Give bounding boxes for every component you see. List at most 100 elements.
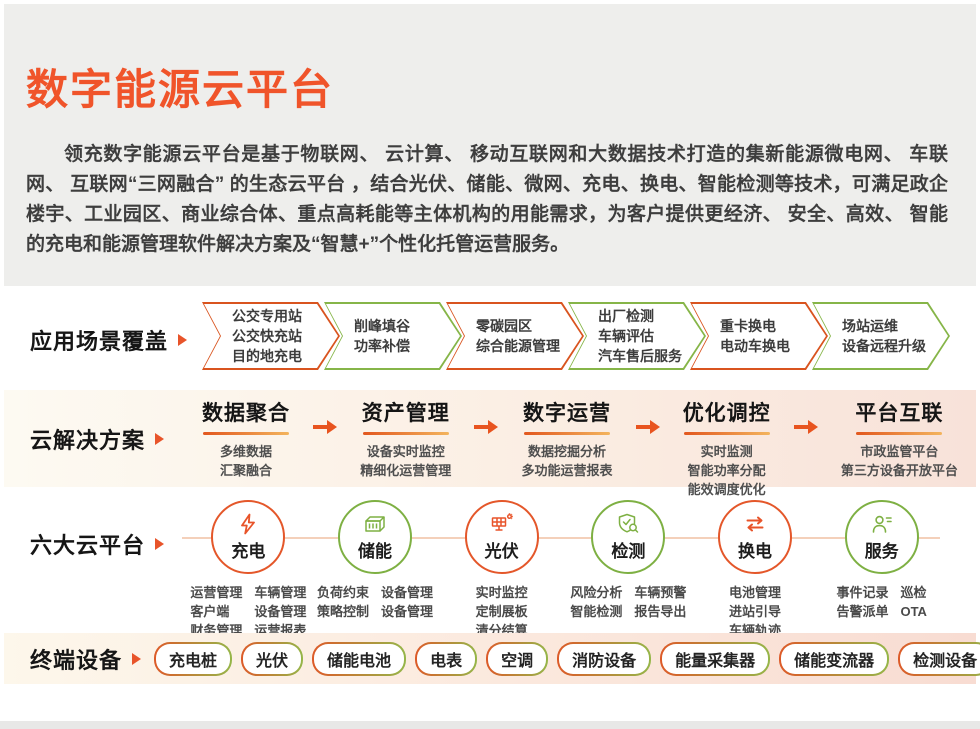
solution-step-line: 数据挖掘分析 [527, 444, 606, 459]
solution-step-line: 智能功率分配 [687, 463, 766, 478]
solution-step-line: 市政监管平台 [860, 444, 939, 459]
scenario-chevron: 重卡换电 电动车换电 [690, 302, 828, 370]
header-block [4, 4, 976, 286]
page-title: 数字能源云平台 [26, 66, 335, 113]
right-arrow-icon [635, 420, 660, 434]
bottom-divider [0, 721, 980, 729]
solution-step-line: 精细化运营管理 [360, 463, 452, 478]
scenario-line: 车辆评估 [598, 328, 654, 344]
platform-feature: 进站引导 [729, 604, 782, 619]
platform-feature: 报告导出 [634, 604, 687, 619]
scenario-line: 公交专用站 [232, 308, 302, 324]
step-underline [683, 432, 770, 435]
platform-feature: 车辆预警 [634, 585, 687, 600]
solution-step-title: 平台互联 [855, 402, 944, 425]
platform-pv: 光伏 实时监控 定制展板 清分结算 [438, 500, 565, 659]
platform-circle: 换电 [718, 500, 793, 574]
scenario-chevron-row: 公交专用站 公交快充站 目的地充电 削峰填谷 功率补偿 零碳园区 综合能源管理 … [202, 302, 950, 370]
platform-storage: 储能 负荷约束 策略控制 设备管理 设备管理 [312, 500, 439, 659]
scenario-line: 综合能源管理 [476, 338, 560, 354]
section-arrow-icon [155, 538, 165, 550]
scenarios-label-text: 应用场景覆盖 [30, 329, 169, 354]
solution-step-title: 资产管理 [361, 402, 450, 425]
right-arrow-icon [474, 420, 499, 434]
chevron-body [326, 304, 460, 368]
solution-step: 数字运营 数据挖掘分析 多功能运营报表 [521, 397, 612, 480]
solution-step-line: 多维数据 [219, 444, 272, 459]
platform-circle: 检测 [591, 500, 666, 574]
platform-feature: 巡检 [900, 585, 927, 600]
step-underline [523, 432, 610, 435]
platform-feature: 定制展板 [475, 604, 528, 619]
scenario-line: 重卡换电 [720, 318, 776, 334]
solution-step-line: 实时监测 [700, 444, 753, 459]
step-underline [203, 432, 289, 435]
scenario-chevron: 削峰填谷 功率补偿 [324, 302, 462, 370]
scenario-line: 场站运维 [842, 318, 898, 334]
scenario-line: 出厂检测 [598, 308, 654, 324]
device-pill: 消防设备 [557, 642, 651, 676]
device-pill: 检测设备 [898, 642, 980, 676]
scenario-chevron: 零碳园区 综合能源管理 [446, 302, 584, 370]
scenario-line: 目的地充电 [232, 348, 302, 364]
platform-feature: 事件记录 [836, 585, 889, 600]
platform-battery-swap: 换电 电池管理 进站引导 车辆轨迹 [692, 500, 819, 659]
scenario-line: 零碳园区 [476, 318, 532, 334]
step-underline [856, 432, 943, 435]
chevron-body [692, 304, 826, 368]
scenarios-section-label: 应用场景覆盖 [30, 324, 188, 356]
device-pill: 充电桩 [154, 642, 232, 676]
solution-step-line: 汇聚融合 [219, 463, 272, 478]
solution-step: 资产管理 设备实时监控 精细化运营管理 [360, 397, 451, 480]
devices-band: 终端设备 充电桩 光伏 储能电池 电表 空调 消防设备 能量采集器 储能变流器 … [4, 633, 977, 684]
solution-step: 优化调控 实时监测 智能功率分配 能效调度优化 [683, 397, 771, 499]
solution-step-line: 能效调度优化 [687, 482, 766, 497]
device-pill: 储能电池 [312, 642, 406, 676]
platform-circle: 服务 [844, 500, 919, 574]
platform-service: 服务 事件记录 告警派单 巡检 OTA [818, 500, 945, 659]
platform-name: 储能 [358, 542, 392, 561]
platform-feature: 客户端 [190, 604, 230, 619]
scenario-chevron: 公交专用站 公交快充站 目的地充电 [202, 302, 340, 370]
solar-panel-icon [491, 513, 513, 531]
device-pill: 储能变流器 [779, 642, 889, 676]
solution-step-line: 第三方设备开放平台 [840, 463, 958, 478]
platform-feature: 电池管理 [729, 585, 782, 600]
platforms-section-label: 六大云平台 [30, 528, 165, 560]
solution-step-title: 数据聚合 [202, 402, 290, 425]
container-icon [365, 516, 385, 532]
platform-feature: 车辆管理 [254, 585, 307, 600]
intro-paragraph: 领充数字能源云平台是基于物联网、 云计算、 移动互联网和大数据技术打造的集新能源… [26, 144, 948, 255]
platform-name: 充电 [231, 542, 266, 561]
devices-label-text: 终端设备 [30, 647, 123, 673]
solutions-band [4, 390, 976, 487]
service-person-icon [872, 515, 892, 533]
section-arrow-icon [155, 433, 165, 445]
scenario-chevron: 场站运维 设备远程升级 [812, 302, 950, 370]
right-arrow-icon [793, 420, 818, 434]
platform-feature: 告警派单 [836, 604, 889, 619]
platform-feature: OTA [900, 604, 927, 619]
solution-step: 平台互联 市政监管平台 第三方设备开放平台 [841, 397, 958, 480]
platform-feature: 实时监控 [475, 585, 528, 600]
platform-name: 光伏 [484, 542, 519, 561]
scenario-line: 削峰填谷 [354, 318, 410, 334]
device-pill: 能量采集器 [660, 642, 770, 676]
platform-name: 换电 [738, 542, 773, 561]
scenario-line: 设备远程升级 [842, 338, 926, 354]
scenario-chevron: 出厂检测 车辆评估 汽车售后服务 [568, 302, 706, 370]
device-pill: 光伏 [241, 642, 303, 676]
shield-check-icon [619, 513, 639, 533]
devices-section-label: 终端设备 [30, 643, 142, 675]
scenario-line: 电动车换电 [720, 338, 790, 354]
platform-feature: 设备管理 [381, 585, 434, 600]
device-pill: 电表 [415, 642, 477, 676]
platform-feature: 运营管理 [190, 585, 243, 600]
platform-feature: 设备管理 [254, 604, 307, 619]
platforms-label-text: 六大云平台 [30, 533, 146, 558]
scenario-line: 公交快充站 [232, 328, 302, 344]
solution-step: 数据聚合 多维数据 汇聚融合 [202, 397, 290, 480]
platform-name: 服务 [864, 542, 899, 561]
solution-step-line: 设备实时监控 [366, 444, 445, 459]
